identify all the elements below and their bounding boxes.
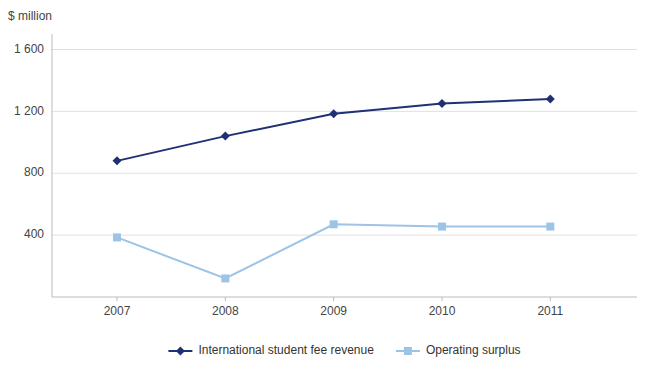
point-marker (546, 223, 554, 231)
series-line (117, 224, 550, 278)
x-tick-label: 2010 (429, 304, 456, 318)
y-axis-label: $ million (8, 9, 52, 23)
legend-marker (404, 347, 412, 355)
point-marker (438, 223, 446, 231)
y-tick-label: 800 (24, 165, 44, 179)
x-tick (442, 297, 443, 301)
legend: International student fee revenue Operati… (168, 343, 520, 357)
grid-line (52, 173, 637, 174)
grid-line (52, 49, 637, 50)
y-tick-label: 1 600 (14, 42, 44, 56)
x-tick (333, 297, 334, 301)
legend-label: Operating surplus (426, 343, 521, 357)
chart: 400 800 1 200 1 600 2007 2008 2009 2010 2011 $ mi… (0, 0, 657, 369)
plot-area (113, 94, 555, 282)
point-marker (330, 220, 338, 228)
point-marker (113, 156, 122, 165)
x-tick-label: 2011 (537, 304, 563, 318)
y-tick-label: 1 200 (14, 104, 44, 118)
y-axis-line (52, 34, 53, 297)
grid-line (52, 235, 637, 236)
x-tick-label: 2009 (320, 304, 347, 318)
legend-item: Operating surplus (396, 343, 521, 357)
point-marker (329, 109, 338, 118)
x-tick (225, 297, 226, 301)
axes: 400 800 1 200 1 600 2007 2008 2009 2010 2011 (14, 34, 637, 318)
x-axis-line (52, 297, 637, 298)
legend-marker (176, 347, 185, 356)
point-marker (221, 132, 230, 141)
point-marker (221, 274, 229, 282)
x-tick (550, 297, 551, 301)
series-line (117, 99, 550, 161)
point-marker (546, 94, 555, 103)
x-tick (117, 297, 118, 301)
point-marker (438, 99, 447, 108)
point-marker (113, 233, 121, 241)
legend-item: International student fee revenue (168, 343, 374, 357)
x-tick-label: 2007 (104, 304, 131, 318)
y-tick-label: 400 (24, 227, 44, 241)
x-tick-label: 2008 (212, 304, 239, 318)
grid (52, 49, 637, 235)
legend-label: International student fee revenue (198, 343, 374, 357)
